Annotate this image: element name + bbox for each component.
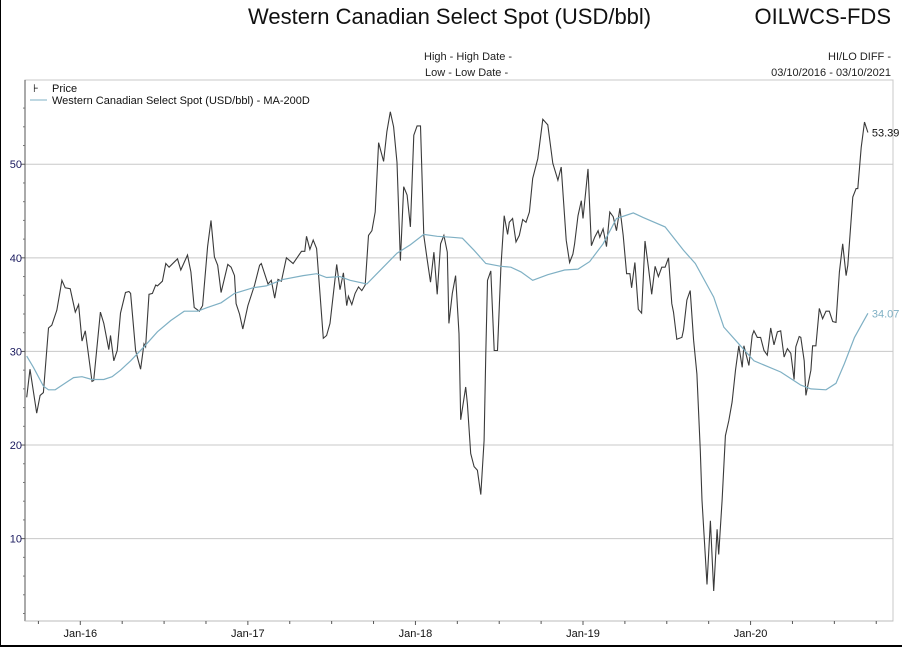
- price-line: [26, 111, 869, 592]
- legend: ⊦ Price Western Canadian Select Spot (US…: [30, 83, 310, 107]
- y-tick-label: 50: [10, 159, 22, 171]
- last-price-label: 53.39: [872, 128, 900, 140]
- chart-title: Western Canadian Select Spot (USD/bbl): [248, 4, 652, 29]
- x-tick-label: Jan-19: [566, 628, 600, 640]
- y-tick-label: 20: [10, 440, 22, 452]
- high-label: High - High Date -: [424, 51, 513, 63]
- ticker-symbol: OILWCS-FDS: [754, 4, 891, 29]
- y-tick-label: 30: [10, 346, 22, 358]
- gridlines: [25, 163, 893, 540]
- ma-200d-line: [26, 212, 869, 391]
- date-range: 03/10/2016 - 03/10/2021: [771, 67, 891, 79]
- low-label: Low - Low Date -: [425, 67, 509, 79]
- y-tick-label: 10: [10, 534, 22, 546]
- legend-price: Price: [52, 83, 77, 95]
- x-tick-label: Jan-18: [399, 628, 433, 640]
- x-tick-label: Jan-16: [63, 628, 97, 640]
- axes: 10 20 30 40 50 Jan-16 Jan-17 Jan-18 Jan-19 Jan-20: [10, 79, 894, 640]
- series-lines: [26, 111, 869, 592]
- y-tick-label: 40: [10, 253, 22, 265]
- last-ma-label: 34.07: [872, 308, 900, 320]
- legend-ma: Western Canadian Select Spot (USD/bbl) -…: [52, 95, 310, 107]
- x-tick-label: Jan-20: [734, 628, 768, 640]
- hilo-diff-label: HI/LO DIFF -: [828, 51, 891, 63]
- price-legend-icon: ⊦: [33, 83, 39, 95]
- x-tick-label: Jan-17: [231, 628, 265, 640]
